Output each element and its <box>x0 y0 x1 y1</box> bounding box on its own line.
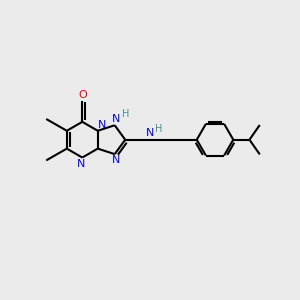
Text: N: N <box>98 121 106 130</box>
Text: H: H <box>155 124 162 134</box>
Text: N: N <box>112 155 120 165</box>
Text: N: N <box>76 159 85 169</box>
Text: N: N <box>146 128 154 138</box>
Text: H: H <box>122 109 130 119</box>
Text: O: O <box>78 90 87 100</box>
Text: N: N <box>112 114 120 124</box>
